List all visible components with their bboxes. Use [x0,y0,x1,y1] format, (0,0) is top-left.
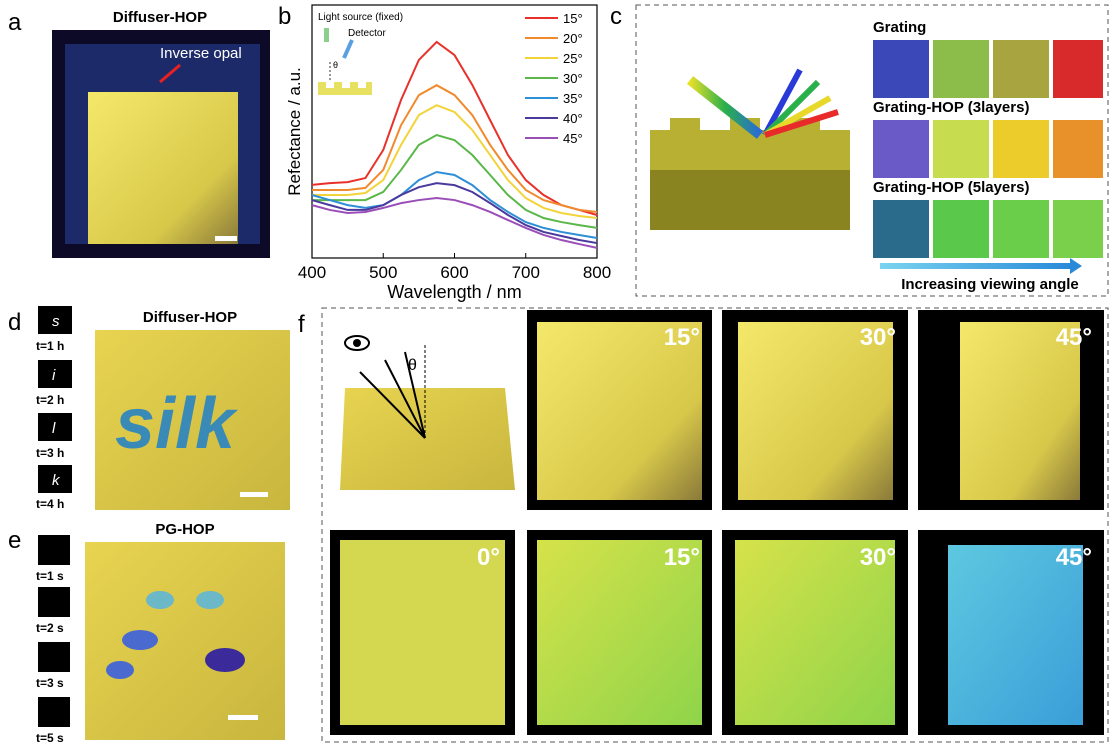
x-tick-label: 700 [512,263,540,282]
inset-text: Light source (fixed) [318,12,403,23]
time-label: t=2 h [36,393,64,407]
mask [38,642,70,672]
swatch [873,200,929,258]
angle-label: 15° [664,324,700,351]
panel-label: b [278,3,291,30]
swatch [1053,40,1103,98]
row-label: Grating-HOP (3layers) [873,99,1029,116]
silk-pattern: silk [115,384,239,464]
panel-title: Diffuser-HOP [113,9,207,26]
row-label: Grating [873,19,926,36]
swatch [933,120,989,178]
legend-label: 30° [563,71,583,86]
time-label: t=3 h [36,446,64,460]
series-line [312,85,597,212]
angle-label: 0° [477,544,500,571]
time-label: t=4 h [36,497,64,511]
swatch [873,120,929,178]
swatch [873,40,929,98]
time-label: t=3 s [36,676,64,690]
swatch [993,200,1049,258]
detector [344,40,352,58]
angle-label: 15° [664,544,700,571]
legend-label: 35° [563,91,583,106]
light-source [324,28,329,42]
panel-label: d [8,309,21,336]
panel-label: f [298,311,305,338]
swatch [1053,120,1103,178]
time-label: t=2 s [36,621,64,635]
angle-label: 45° [1056,544,1092,571]
scale-bar [240,492,268,497]
x-axis-title: Wavelength / nm [387,282,521,302]
panel-title: PG-HOP [155,521,214,538]
arrow [880,263,1070,269]
swatch [993,40,1049,98]
panel-label: a [8,9,22,36]
eye [353,339,361,347]
angle-label: 30° [860,544,896,571]
swatch [933,40,989,98]
legend-label: 25° [563,51,583,66]
time-label: t=1 h [36,339,64,353]
x-tick-label: 400 [298,263,326,282]
y-axis-title: Refectance / a.u. [285,67,304,196]
inset-text: θ [333,60,338,70]
illustration [650,170,850,230]
scale-bar [228,715,258,720]
inset-text: Detector [348,28,386,39]
swatch [993,120,1049,178]
legend-label: 40° [563,111,583,126]
time-label: t=1 s [36,569,64,583]
panel-title: Diffuser-HOP [143,309,237,326]
time-label: t=5 s [36,731,64,745]
theta: θ [408,357,417,374]
legend-label: 20° [563,31,583,46]
letter: s [52,313,60,330]
photos [330,310,1104,735]
arrow-label: Increasing viewing angle [901,276,1079,293]
mask [38,535,70,565]
series-line [312,172,597,238]
swatch [933,200,989,258]
panel-label: e [8,527,21,554]
mask [38,587,70,617]
x-tick-label: 600 [440,263,468,282]
sample [318,82,372,95]
photo [948,545,1083,725]
mask [38,697,70,727]
photo [88,92,238,244]
sample-sketch [340,388,515,490]
x-tick-label: 800 [583,263,611,282]
legend-label: 15° [563,11,583,26]
scale-bar [215,236,237,241]
legend-label: 45° [563,131,583,146]
angle-label: 45° [1056,324,1092,351]
arrow [1070,258,1082,274]
figure: a Diffuser-HOP Inverse opal b Light sour… [0,0,1111,747]
angle-label: 30° [860,324,896,351]
incident-light [690,80,760,135]
swatch [1053,200,1103,258]
annotation: Inverse opal [160,45,242,62]
row-label: Grating-HOP (5layers) [873,179,1029,196]
panel-label: c [610,3,622,30]
photo [85,542,285,740]
x-tick-label: 500 [369,263,397,282]
swatches [873,40,1103,258]
